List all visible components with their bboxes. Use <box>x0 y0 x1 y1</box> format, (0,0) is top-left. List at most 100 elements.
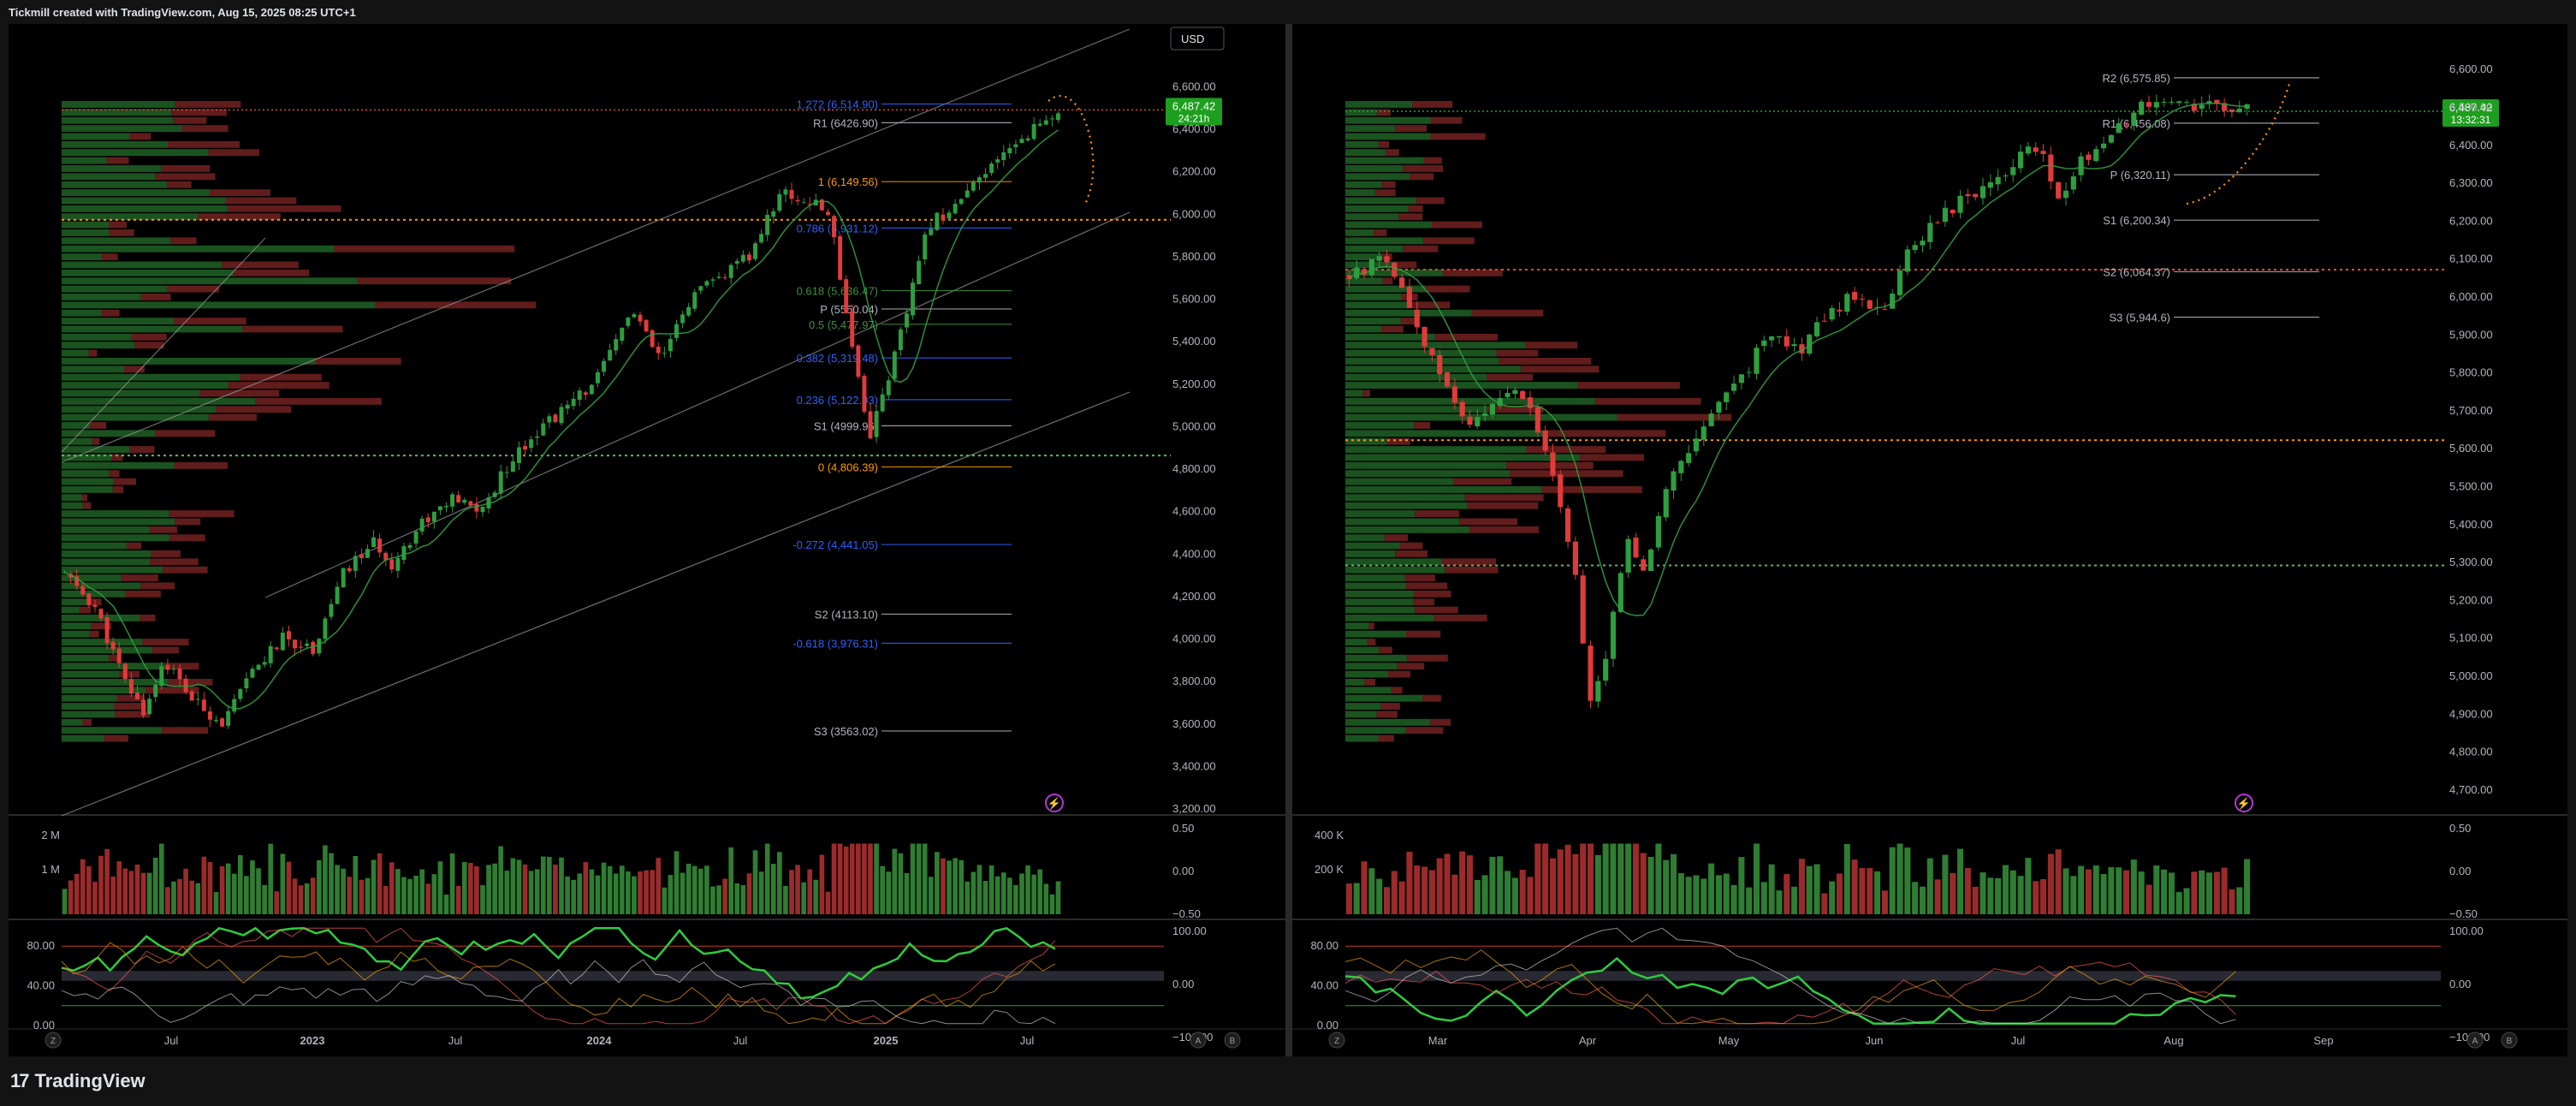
volume-profile-bar <box>1345 703 1381 710</box>
volume-bar <box>419 869 425 914</box>
left-chart-svg[interactable]: 1.272 (6,514.90) R1 (6426.90) 1 (6,149.56)… <box>9 24 1285 1056</box>
axis-button-b[interactable] <box>2501 1032 2518 1049</box>
price-axis-tick: 6,200.00 <box>2449 214 2493 227</box>
candle-body <box>1754 348 1760 374</box>
volume-profile-bar <box>62 261 223 269</box>
volume-bar <box>516 859 522 914</box>
candle-body <box>1671 471 1677 491</box>
candle-body <box>1965 193 1971 197</box>
candle-body <box>674 324 679 338</box>
volume-bar <box>1889 847 1896 914</box>
axis-button-z[interactable] <box>45 1032 62 1049</box>
lightning-event-icon[interactable] <box>1045 794 1064 812</box>
candle-body <box>1013 144 1018 147</box>
volume-bar <box>613 873 619 914</box>
volume-profile-bar <box>62 630 90 638</box>
moving-average-line <box>64 129 1059 710</box>
axis-button-a[interactable] <box>1190 1032 1207 1049</box>
volume-profile-bar <box>1345 413 1617 421</box>
right-chart-svg[interactable]: R2 (6,575.85)R1 (6,456.08)P (6,320.11)S1… <box>1292 24 2567 1056</box>
volume-profile-bar <box>357 277 512 285</box>
candle-body <box>807 204 812 205</box>
volume-profile-bar <box>1345 630 1407 638</box>
price-axis-tick: 4,600.00 <box>1172 505 1216 518</box>
volume-bar <box>1481 875 1488 914</box>
axis-button-label: A <box>2472 1037 2478 1046</box>
volume-bar <box>638 871 643 914</box>
candle-body <box>2199 104 2205 109</box>
volume-bar <box>1602 843 1609 914</box>
candle-body <box>256 664 261 670</box>
volume-axis-tick: 400 K <box>1315 829 1344 841</box>
volume-bar <box>1625 843 1632 914</box>
lightning-event-icon[interactable] <box>2235 794 2253 812</box>
candle-body <box>110 641 116 650</box>
volume-profile-bar <box>125 590 161 598</box>
axis-button-b[interactable] <box>1224 1032 1241 1049</box>
volume-profile-bar <box>1442 269 1503 276</box>
candle-body <box>1799 344 1805 354</box>
level-label: S1 (6,200.34) <box>2103 214 2170 227</box>
volume-profile-bar <box>151 550 181 557</box>
volume-profile-bar <box>174 318 246 324</box>
volume-profile-bar <box>1408 301 1451 309</box>
axis-button-z[interactable] <box>1328 1032 1345 1049</box>
volume-profile-bar <box>1345 663 1398 670</box>
axis-button-a[interactable] <box>2466 1032 2484 1049</box>
volume-profile-bar <box>1345 213 1399 221</box>
volume-profile-bar <box>199 389 280 397</box>
price-axis-tick: 4,900.00 <box>2449 707 2493 720</box>
candle-body <box>214 719 218 722</box>
time-axis-tick: Jul <box>733 1034 748 1047</box>
volume-profile-bar <box>62 229 110 236</box>
volume-bar <box>2191 871 2198 914</box>
candle-body <box>917 260 922 284</box>
volume-bar <box>571 879 576 914</box>
candle-body <box>510 461 515 473</box>
candle-body <box>886 380 891 395</box>
volume-profile-bar <box>1345 373 1487 381</box>
candle-body <box>1987 181 1993 188</box>
right-chart-pane[interactable]: R2 (6,575.85) R1 (6,456.08) P (6,320.11) S1… <box>1292 24 2567 1056</box>
candle-body <box>450 494 455 507</box>
volume-bar <box>1527 877 1534 914</box>
candle-body <box>2003 175 2009 176</box>
left-chart-pane[interactable]: 1.272 (6,514.90) R1 (6426.90) 1 (6,149.56)… <box>9 24 1285 1056</box>
volume-profile-bar <box>1423 157 1442 164</box>
pane-divider[interactable] <box>1285 24 1292 1056</box>
volume-bar <box>1043 883 1049 914</box>
volume-profile-bar <box>62 294 141 300</box>
volume-bar <box>1746 887 1753 914</box>
candle-body <box>1520 390 1526 400</box>
candle-body <box>656 346 661 354</box>
candle-body <box>2153 102 2159 108</box>
level-label: 0.382 (5,319.48) <box>797 352 878 365</box>
volume-bar <box>1738 857 1745 914</box>
time-axis-tick: 2023 <box>300 1034 325 1047</box>
volume-profile-bar <box>90 422 107 429</box>
volume-bar <box>98 855 104 914</box>
axis-button-label: Z <box>50 1037 56 1046</box>
candle-body <box>632 313 637 318</box>
volume-bar <box>1813 864 1820 914</box>
tradingview-logo[interactable]: 17 TradingView <box>10 1070 145 1092</box>
volume-profile-bar <box>1487 373 1534 381</box>
volume-profile-bar <box>1400 318 1417 324</box>
currency-button[interactable] <box>1170 27 1225 51</box>
volume-profile-bar <box>129 133 151 140</box>
volume-bar <box>492 863 497 914</box>
volume-profile-bar <box>1345 679 1364 686</box>
candle-body <box>1730 384 1737 391</box>
volume-profile-bar <box>62 670 120 678</box>
volume-profile-bar <box>114 703 146 710</box>
volume-right-tick: 0.00 <box>2449 865 2471 877</box>
price-axis-tick: 6,400.00 <box>2449 139 2493 152</box>
volume-profile-bar <box>1345 181 1382 188</box>
candle-body <box>789 189 794 199</box>
volume-bar <box>122 868 128 914</box>
volume-profile-bar <box>112 486 124 493</box>
candle-body <box>1565 508 1571 542</box>
candle-body <box>541 423 546 436</box>
volume-profile-bar <box>62 639 143 645</box>
price-axis-tick: 5,700.00 <box>2449 404 2493 417</box>
